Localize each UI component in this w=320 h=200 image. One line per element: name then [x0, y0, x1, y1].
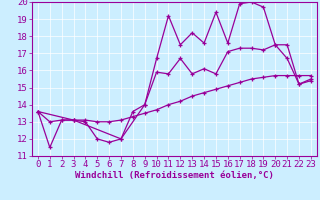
X-axis label: Windchill (Refroidissement éolien,°C): Windchill (Refroidissement éolien,°C) — [75, 171, 274, 180]
